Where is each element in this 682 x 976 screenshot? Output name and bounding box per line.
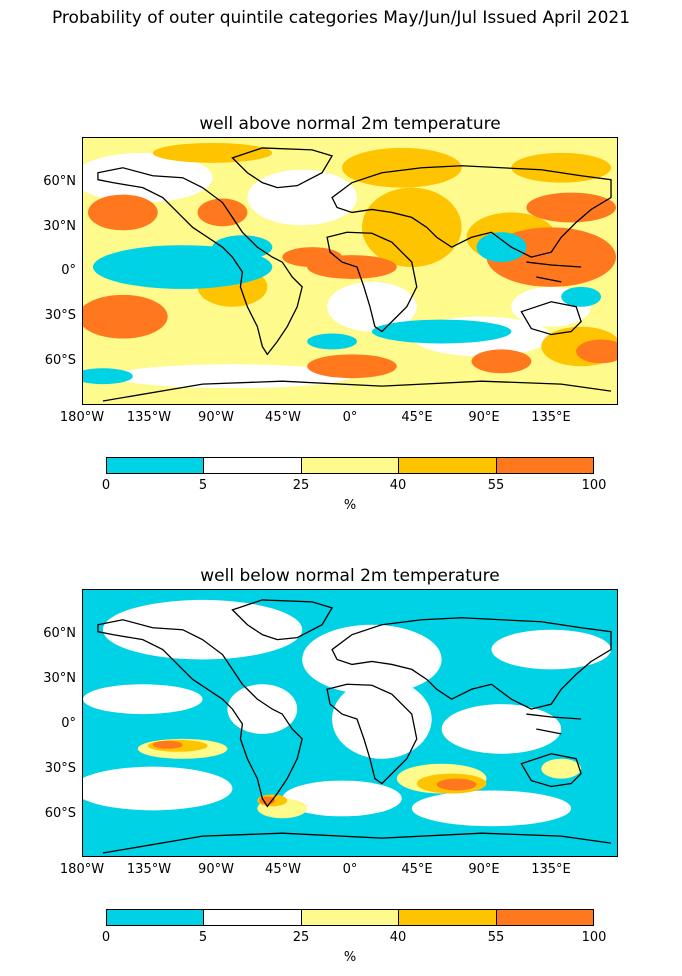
colorbar-segment-40-55 xyxy=(399,458,497,473)
colorbar-unit: % xyxy=(343,498,357,513)
colorbar-above xyxy=(106,457,594,474)
lat-tick: 30°N xyxy=(43,671,76,686)
colorbar-segment-55-100 xyxy=(496,458,594,473)
colorbar-segment-25-40 xyxy=(301,910,400,925)
lon-tick: 45°W xyxy=(265,862,301,877)
colorbar-segment-55-100 xyxy=(496,910,594,925)
lon-tick: 90°E xyxy=(468,410,500,425)
lon-tick: 0° xyxy=(342,862,358,877)
colorbar-tick: 100 xyxy=(581,478,607,493)
colorbar-tick: 100 xyxy=(581,930,607,945)
colorbar-below xyxy=(106,909,594,926)
colorbar-segment-40-55 xyxy=(399,910,497,925)
colorbar-unit: % xyxy=(343,950,357,965)
lon-tick: 90°E xyxy=(468,862,500,877)
colorbar-segment-5-25 xyxy=(204,458,302,473)
lat-tick: 60°N xyxy=(43,626,76,641)
lon-tick: 135°E xyxy=(531,862,571,877)
colorbar-segment-25-40 xyxy=(301,458,400,473)
panel-title-above: well above normal 2m temperature xyxy=(199,114,501,134)
colorbar-tick: 25 xyxy=(292,478,310,493)
colorbar-tick: 5 xyxy=(198,930,208,945)
lat-tick: 0° xyxy=(61,716,76,731)
lon-tick: 90°W xyxy=(198,862,234,877)
figure-title: Probability of outer quintile categories… xyxy=(51,8,631,28)
colorbar-segment-0-5 xyxy=(107,910,205,925)
lon-tick: 180°W xyxy=(59,410,105,425)
colorbar-tick: 55 xyxy=(487,930,505,945)
lon-tick: 45°E xyxy=(401,410,433,425)
lat-tick: 30°S xyxy=(44,308,76,323)
lon-tick: 45°W xyxy=(265,410,301,425)
colorbar-tick: 25 xyxy=(292,930,310,945)
colorbar-tick: 55 xyxy=(487,478,505,493)
colorbar-segment-5-25 xyxy=(204,910,302,925)
lat-tick: 30°N xyxy=(43,219,76,234)
lat-tick: 60°S xyxy=(44,806,76,821)
lat-tick: 60°S xyxy=(44,353,76,368)
lon-tick: 135°W xyxy=(126,410,172,425)
lon-tick: 45°E xyxy=(401,862,433,877)
lon-tick: 90°W xyxy=(198,410,234,425)
lat-tick: 0° xyxy=(61,263,76,278)
lon-tick: 135°W xyxy=(126,862,172,877)
colorbar-tick: 40 xyxy=(389,930,407,945)
colorbar-tick: 40 xyxy=(389,478,407,493)
colorbar-tick: 0 xyxy=(101,478,111,493)
map-below-normal xyxy=(82,589,618,857)
lon-tick: 180°W xyxy=(59,862,105,877)
lon-tick: 0° xyxy=(342,410,358,425)
colorbar-tick: 5 xyxy=(198,478,208,493)
colorbar-segment-0-5 xyxy=(107,458,205,473)
map-above-normal xyxy=(82,137,618,405)
lon-tick: 135°E xyxy=(531,410,571,425)
lat-tick: 30°S xyxy=(44,761,76,776)
colorbar-tick: 0 xyxy=(101,930,111,945)
panel-title-below: well below normal 2m temperature xyxy=(200,566,500,586)
lat-tick: 60°N xyxy=(43,174,76,189)
